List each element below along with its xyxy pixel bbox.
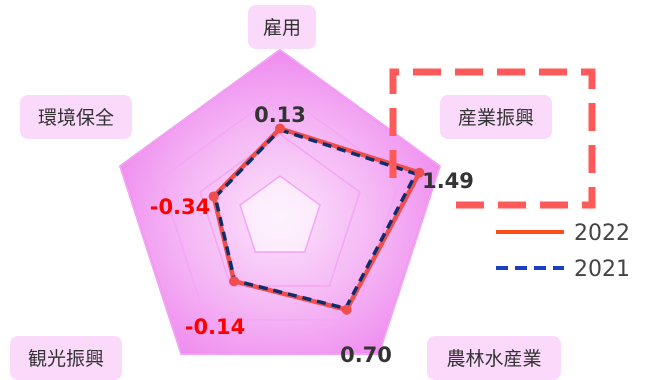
legend-label-2022: 2022 [574,221,630,246]
legend-label-2021: 2021 [574,257,630,282]
series-2022-point-4 [208,191,219,202]
data-label-4: -0.34 [150,195,211,219]
series-2022-point-3 [229,276,240,287]
series-2022-point-0 [275,123,285,134]
data-label-0: 0.13 [254,103,306,127]
axis-label-0: 雇用 [263,17,301,39]
radar-ring-0 [239,175,321,253]
series-2021-line [213,128,418,311]
data-label-2: 0.70 [340,343,392,367]
radar-ring-1 [199,133,361,287]
axis-label-3: 観光振興 [28,348,104,370]
series-2022-point-2 [341,304,352,315]
axis-label-1: 産業振興 [458,107,534,129]
data-label-1: 1.49 [422,169,474,193]
axis-label-bg-2 [427,336,561,380]
axis-label-bg-0 [248,5,316,49]
axis-label-bg-4 [20,95,132,139]
radar-ring-2 [159,91,401,321]
axis-label-4: 環境保全 [38,107,114,129]
highlight-box [389,68,596,209]
axis-label-bg-1 [440,95,552,139]
axis-label-bg-3 [10,336,122,380]
data-label-3: -0.14 [185,315,246,339]
series-2022-point-1 [414,167,425,178]
radar-ring-3 [119,49,441,355]
axis-label-2: 農林水産業 [446,348,541,370]
